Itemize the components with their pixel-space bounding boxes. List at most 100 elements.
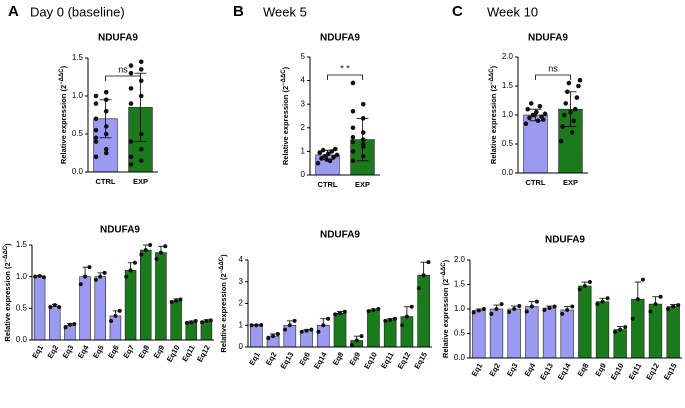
data-point: [93, 93, 99, 99]
bar: [185, 321, 198, 341]
y-axis-label-end: ): [219, 254, 228, 257]
data-point: [574, 95, 580, 100]
data-point: [666, 307, 671, 311]
x-tick-label: Eq13: [279, 350, 296, 370]
data-point: [523, 121, 529, 126]
x-tick-label: Eq15: [412, 350, 429, 370]
y-axis-label-main: Relative expression (2: [219, 273, 228, 352]
data-point: [512, 307, 517, 311]
data-point: [103, 146, 109, 152]
y-tick-label: 3: [301, 99, 306, 108]
data-point: [565, 89, 570, 95]
data-point: [148, 243, 153, 247]
bar: [666, 306, 680, 359]
data-point: [63, 325, 68, 330]
x-tick-label: Eq9: [348, 350, 363, 366]
data-point: [388, 317, 393, 322]
x-tick-label: Eq6: [297, 350, 312, 366]
x-tick-label: Eq5: [91, 343, 106, 359]
y-tick-label: 3: [239, 277, 244, 286]
data-point: [184, 320, 189, 325]
panel-label: A: [8, 3, 19, 20]
data-point: [560, 124, 565, 129]
data-point: [138, 78, 144, 84]
data-point: [524, 309, 529, 314]
data-point: [321, 323, 326, 328]
data-point: [315, 160, 321, 166]
data-point: [299, 329, 304, 334]
data-point: [326, 151, 331, 157]
y-axis-label: Relative expression (2−ΔΔC): [489, 65, 498, 164]
data-point: [360, 153, 366, 159]
data-point: [499, 302, 504, 307]
bar: [367, 309, 380, 348]
data-point: [52, 303, 57, 308]
data-point: [635, 297, 640, 302]
bar: [139, 249, 152, 341]
bar: [525, 306, 539, 359]
data-point: [570, 304, 575, 309]
data-point: [360, 116, 366, 121]
bar: [542, 307, 557, 359]
data-point: [327, 158, 333, 164]
data-point: [304, 328, 309, 333]
data-point: [605, 296, 610, 301]
data-point: [287, 323, 292, 328]
data-point: [128, 63, 134, 68]
x-tick-label: Eq12: [195, 343, 212, 363]
data-point: [249, 323, 254, 328]
chart-title: NDUFA9: [100, 225, 140, 236]
data-point: [542, 307, 547, 312]
data-point: [103, 108, 109, 114]
x-tick-label: Eq9: [152, 343, 167, 359]
y-axis-label-end: ): [59, 65, 68, 68]
significance-label: * *: [340, 63, 350, 73]
data-point: [67, 322, 72, 327]
data-point: [319, 156, 324, 161]
data-point: [566, 80, 572, 86]
x-tick-label: Eq13: [538, 361, 555, 381]
data-point: [320, 147, 326, 153]
y-tick-label: 0: [301, 170, 306, 179]
data-point: [426, 260, 431, 265]
data-point: [360, 130, 366, 135]
chart-title: NDUFA9: [545, 235, 585, 246]
data-point: [128, 139, 134, 144]
data-point: [93, 277, 98, 282]
x-tick-label: Eq12: [396, 350, 413, 370]
data-point: [117, 308, 122, 313]
data-point: [72, 322, 77, 327]
x-tick-label: Eq2: [46, 343, 61, 359]
x-tick-label: Eq8: [137, 343, 152, 359]
y-tick-label: 1.5: [72, 53, 84, 62]
x-tick-label: Eq4: [523, 361, 538, 378]
y-tick-label: 1: [239, 320, 244, 329]
data-point: [653, 302, 658, 307]
y-tick-label: 1.5: [454, 280, 466, 289]
x-tick-label: Eq3: [61, 343, 76, 359]
x-tick-label: Eq2: [264, 350, 279, 366]
data-point: [332, 146, 338, 152]
y-axis-label-exp: −ΔΔC: [59, 68, 65, 85]
data-point: [563, 101, 569, 106]
data-point: [128, 162, 134, 167]
bar: [383, 319, 397, 348]
x-tick-label: Eq2: [487, 361, 502, 377]
data-point: [404, 314, 409, 319]
data-point: [93, 135, 99, 141]
data-point: [360, 101, 366, 107]
panel-label: C: [452, 3, 463, 20]
y-axis-label-end: ): [489, 65, 498, 68]
data-point: [128, 70, 134, 76]
y-tick-label: 0.5: [72, 129, 84, 138]
data-point: [138, 59, 144, 65]
x-tick-label: Eq10: [609, 361, 626, 381]
data-point: [138, 131, 144, 137]
y-tick-label: 4: [239, 255, 244, 264]
y-tick-label: 0.0: [72, 167, 84, 176]
data-point: [322, 153, 328, 159]
x-tick-label: Eq14: [556, 361, 573, 382]
y-tick-label: 5: [301, 52, 306, 61]
data-point: [103, 97, 109, 103]
